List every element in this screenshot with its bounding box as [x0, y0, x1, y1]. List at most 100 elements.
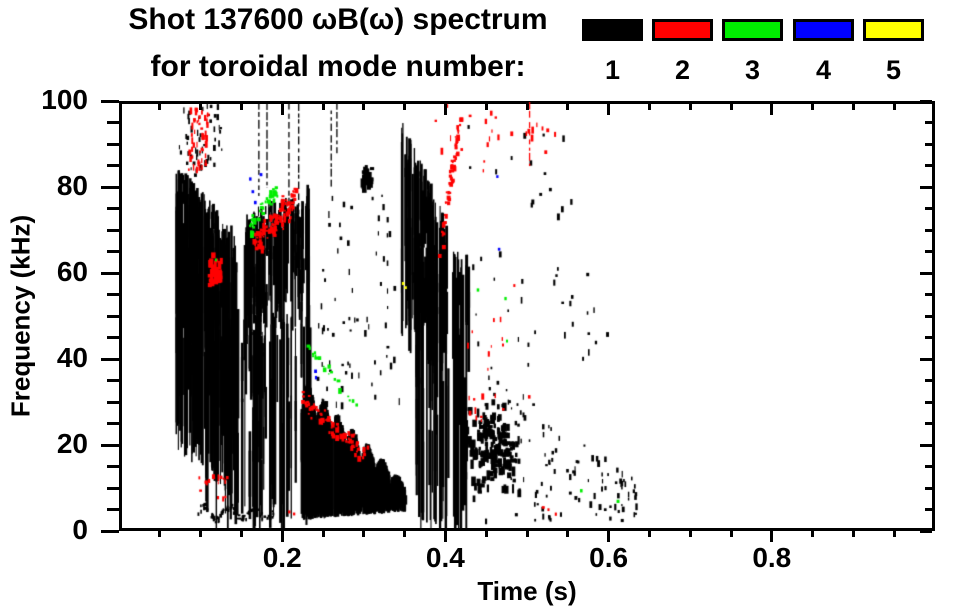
y-minor-tick — [107, 293, 119, 296]
y-major-tick — [101, 357, 119, 361]
y-minor-tick — [107, 250, 119, 253]
y-tick-label-100: 100 — [41, 84, 88, 115]
legend-label-mode-5: 5 — [885, 55, 902, 85]
y-major-tick — [101, 529, 119, 533]
y-minor-tick — [107, 164, 119, 167]
y-major-tick-right — [920, 185, 932, 189]
y-minor-tick — [107, 314, 119, 318]
y-minor-tick-right — [925, 336, 932, 339]
y-tick-label-80: 80 — [56, 170, 88, 201]
legend-label-mode-1: 1 — [604, 55, 621, 85]
y-minor-tick — [107, 336, 119, 339]
y-minor-tick-right — [925, 250, 932, 253]
x-minor-tick — [729, 531, 733, 537]
y-minor-tick — [107, 508, 119, 511]
y-major-tick — [101, 99, 119, 103]
x-minor-tick-top — [566, 104, 570, 110]
y-axis-title: Frequency (kHz) — [5, 214, 36, 418]
y-major-tick — [101, 185, 119, 189]
y-tick-label-40: 40 — [56, 342, 88, 373]
x-minor-tick-top — [484, 104, 488, 110]
x-tick-label-0.8: 0.8 — [752, 542, 792, 573]
legend-swatch-mode-1 — [582, 19, 643, 41]
y-major-tick-right — [920, 99, 932, 103]
y-minor-tick-right — [925, 465, 932, 468]
y-tick-label-60: 60 — [56, 256, 88, 287]
legend-label-mode-3: 3 — [744, 55, 761, 85]
y-tick-label-0: 0 — [72, 514, 88, 545]
x-minor-tick-top — [729, 104, 733, 110]
y-minor-tick-right — [925, 121, 932, 124]
y-minor-tick — [107, 465, 119, 468]
x-minor-tick-top — [362, 104, 366, 110]
x-tick-label-0.4: 0.4 — [425, 542, 465, 573]
y-minor-tick-right — [925, 422, 932, 425]
x-minor-tick-top — [647, 104, 651, 110]
x-minor-tick — [239, 531, 243, 537]
x-minor-tick — [647, 531, 651, 537]
x-minor-tick-top — [239, 104, 243, 110]
y-minor-tick — [107, 142, 119, 146]
x-minor-tick-top — [851, 104, 855, 110]
legend-label-mode-2: 2 — [674, 55, 691, 85]
y-minor-tick-right — [925, 314, 932, 318]
x-minor-tick — [851, 531, 855, 537]
x-major-tick-top — [607, 104, 611, 115]
legend-swatch-mode-3 — [722, 19, 783, 41]
y-tick-label-20: 20 — [56, 428, 88, 459]
x-minor-tick-top — [321, 104, 325, 110]
y-minor-tick — [107, 486, 119, 490]
x-major-tick — [607, 531, 611, 542]
y-minor-tick — [107, 207, 119, 210]
spectrogram-canvas — [120, 102, 933, 529]
chart-title-line1: Shot 137600 ωB(ω) spectrum — [128, 3, 548, 36]
y-minor-tick — [107, 379, 119, 382]
x-minor-tick — [158, 531, 162, 537]
y-minor-tick-right — [925, 142, 932, 146]
x-minor-tick-top — [892, 104, 896, 110]
x-minor-tick — [892, 531, 896, 537]
y-major-tick-right — [920, 443, 932, 447]
x-major-tick — [280, 531, 284, 542]
y-minor-tick — [107, 400, 119, 404]
legend-swatch-mode-2 — [652, 19, 713, 41]
x-major-tick-top — [770, 104, 774, 115]
y-minor-tick-right — [925, 400, 932, 404]
x-axis-title: Time (s) — [477, 576, 577, 606]
x-minor-tick-top — [158, 104, 162, 110]
y-minor-tick-right — [925, 228, 932, 232]
x-tick-label-0.2: 0.2 — [262, 542, 302, 573]
x-minor-tick — [403, 531, 407, 537]
y-major-tick — [101, 443, 119, 447]
x-major-tick — [770, 531, 774, 542]
y-minor-tick-right — [925, 486, 932, 490]
x-minor-tick-top — [525, 104, 529, 110]
x-minor-tick — [484, 531, 488, 537]
x-minor-tick — [321, 531, 325, 537]
x-minor-tick — [566, 531, 570, 537]
x-minor-tick — [362, 531, 366, 537]
legend-label-mode-4: 4 — [815, 55, 832, 85]
x-major-tick — [443, 531, 447, 542]
y-minor-tick-right — [925, 207, 932, 210]
x-minor-tick-top — [811, 104, 815, 110]
y-minor-tick-right — [925, 379, 932, 382]
legend-swatch-mode-5 — [863, 19, 924, 41]
x-major-tick-top — [443, 104, 447, 115]
y-major-tick-right — [920, 529, 932, 533]
x-minor-tick-top — [403, 104, 407, 110]
x-minor-tick — [811, 531, 815, 537]
x-tick-label-0.6: 0.6 — [589, 542, 629, 573]
y-minor-tick — [107, 228, 119, 232]
x-major-tick-top — [280, 104, 284, 115]
y-major-tick — [101, 271, 119, 275]
y-minor-tick — [107, 422, 119, 425]
y-minor-tick — [107, 121, 119, 124]
y-major-tick-right — [920, 357, 932, 361]
legend-swatch-mode-4 — [793, 19, 854, 41]
x-minor-tick — [199, 531, 203, 537]
x-minor-tick — [525, 531, 529, 537]
x-minor-tick-top — [199, 104, 203, 110]
x-minor-tick-top — [688, 104, 692, 110]
